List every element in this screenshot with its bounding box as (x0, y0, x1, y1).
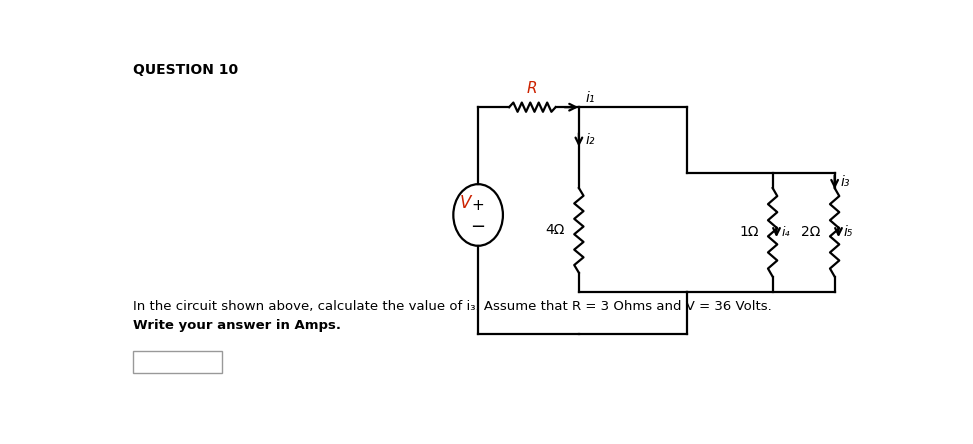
Text: V: V (460, 194, 471, 212)
Text: i₄: i₄ (782, 226, 790, 239)
Text: QUESTION 10: QUESTION 10 (133, 63, 238, 76)
Text: −: − (471, 218, 486, 236)
Text: 4Ω: 4Ω (546, 223, 565, 238)
Text: 1Ω: 1Ω (739, 225, 759, 239)
Text: i₂: i₂ (585, 132, 595, 147)
Text: In the circuit shown above, calculate the value of i₃. Assume that R = 3 Ohms an: In the circuit shown above, calculate th… (133, 300, 772, 313)
Text: i₃: i₃ (841, 175, 850, 189)
Text: 2Ω: 2Ω (802, 225, 820, 239)
Text: R: R (527, 81, 538, 96)
FancyBboxPatch shape (133, 351, 223, 373)
Text: i₁: i₁ (585, 91, 595, 105)
Text: Write your answer in Amps.: Write your answer in Amps. (133, 319, 342, 332)
Text: i₅: i₅ (844, 225, 853, 239)
Text: +: + (472, 198, 485, 213)
